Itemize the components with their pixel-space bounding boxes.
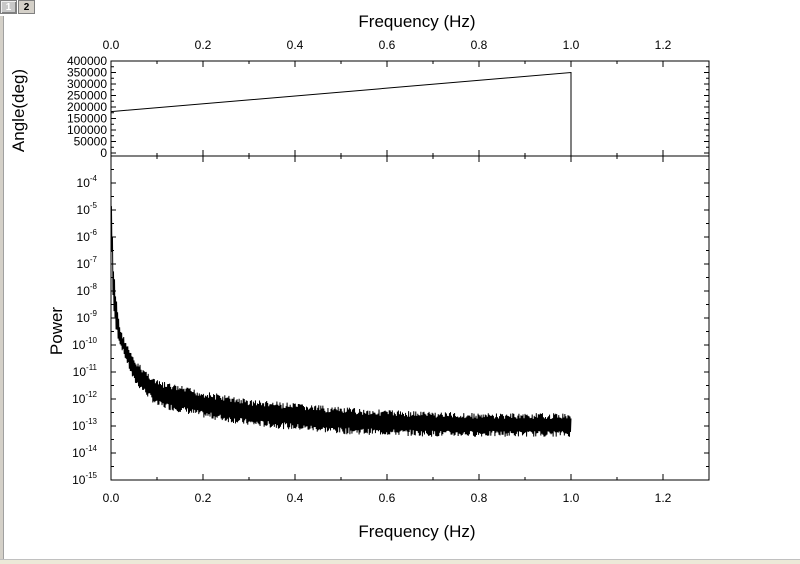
power-x-tick-label: 0.6 — [379, 491, 396, 505]
angle-y-tick-label: 50000 — [74, 135, 108, 149]
angle-series-line — [110, 71, 572, 153]
power-y-tick-label: 10-13 — [72, 417, 97, 433]
power-y-tick-label: 10-10 — [72, 336, 97, 352]
angle-y-tick-label: 250000 — [67, 89, 107, 103]
angle-y-tick-label: 200000 — [67, 100, 107, 114]
window-bottom-border — [0, 559, 800, 564]
angle-x-tick-label: 0.6 — [379, 38, 396, 52]
power-y-tick-label: 10-15 — [72, 471, 97, 487]
power-x-tick-label: 0.2 — [195, 491, 212, 505]
angle-y-tick-label: 350000 — [67, 66, 107, 80]
angle-y-tick-label: 300000 — [67, 77, 107, 91]
power-y-tick-label: 10-5 — [77, 201, 98, 217]
power-plot-frame — [110, 155, 710, 481]
power-plot-y-axis-label: Power — [47, 307, 66, 356]
power-y-tick-label: 10-8 — [77, 282, 98, 298]
angle-x-tick-label: 0.2 — [195, 38, 212, 52]
power-y-tick-label: 10-14 — [72, 444, 97, 460]
angle-plot-y-axis-label: Angle(deg) — [9, 69, 28, 152]
power-x-tick-label: 0.8 — [471, 491, 488, 505]
window-tabs: 1 2 — [0, 0, 36, 16]
angle-plot-ticks — [110, 60, 710, 156]
angle-y-tick-label: 100000 — [67, 123, 107, 137]
power-x-tick-label: 1.2 — [655, 491, 672, 505]
power-plot-x-axis-label: Frequency (Hz) — [358, 522, 475, 541]
power-x-tick-label: 0.0 — [103, 491, 120, 505]
angle-plot-x-axis-label: Frequency (Hz) — [358, 12, 475, 31]
power-y-tick-label: 10-6 — [77, 228, 98, 244]
power-y-tick-label: 10-4 — [77, 174, 98, 190]
tab-2[interactable]: 2 — [18, 0, 35, 14]
power-y-tick-label: 10-7 — [77, 255, 98, 271]
power-plot-y-tick-labels: 10-15 10-14 10-13 10-12 10-11 10-10 10-9 10-8 10… — [72, 174, 97, 487]
angle-x-tick-label: 0.8 — [471, 38, 488, 52]
angle-x-tick-label: 0.4 — [287, 38, 304, 52]
angle-plot-x-tick-labels: 0.0 0.2 0.4 0.6 0.8 1.0 1.2 — [103, 38, 672, 52]
power-spectrum-band — [110, 206, 572, 437]
power-plot-ticks — [110, 156, 710, 481]
power-y-tick-label: 10-9 — [77, 309, 98, 325]
power-y-tick-label: 10-12 — [72, 390, 97, 406]
power-y-tick-label: 10-11 — [73, 363, 98, 379]
angle-y-tick-label: 0 — [100, 146, 107, 160]
power-x-tick-label: 0.4 — [287, 491, 304, 505]
tab-1[interactable]: 1 — [0, 0, 17, 14]
angle-y-tick-label: 400000 — [67, 54, 107, 68]
angle-x-tick-label: 0.0 — [103, 38, 120, 52]
angle-y-tick-label: 150000 — [67, 112, 107, 126]
power-plot-x-tick-labels: 0.0 0.2 0.4 0.6 0.8 1.0 1.2 — [103, 491, 672, 505]
angle-plot-frame — [110, 60, 710, 157]
angle-plot-y-tick-labels: 0500001000001500002000002500003000003500… — [67, 54, 107, 160]
angle-x-tick-label: 1.0 — [563, 38, 580, 52]
window-left-border — [0, 16, 4, 564]
power-x-tick-label: 1.0 — [563, 491, 580, 505]
angle-x-tick-label: 1.2 — [655, 38, 672, 52]
